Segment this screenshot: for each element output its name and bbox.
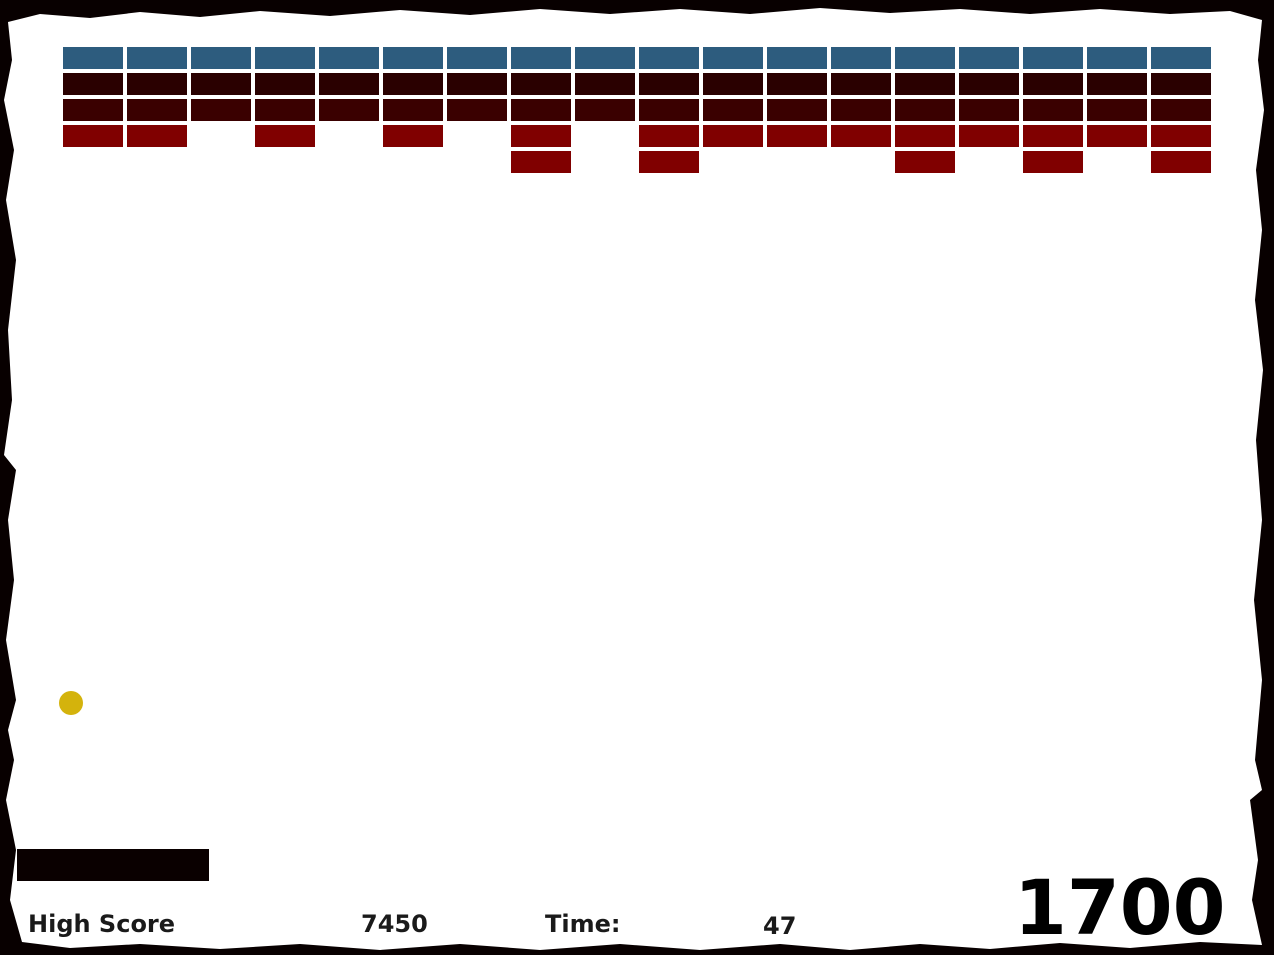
brick — [383, 125, 443, 147]
brick — [63, 125, 123, 147]
brick — [191, 73, 251, 95]
brick — [447, 73, 507, 95]
brick — [959, 47, 1019, 69]
brick — [959, 73, 1019, 95]
brick — [1023, 47, 1083, 69]
brick — [1151, 125, 1211, 147]
brick — [575, 47, 635, 69]
brick — [703, 73, 763, 95]
brick — [255, 125, 315, 147]
brick — [831, 99, 891, 121]
brick — [639, 151, 699, 173]
brick — [1151, 151, 1211, 173]
brick — [447, 99, 507, 121]
brick — [511, 125, 571, 147]
high-score-value: 7450 — [361, 910, 428, 938]
brick — [1087, 73, 1147, 95]
brick — [63, 99, 123, 121]
brick — [319, 47, 379, 69]
brick — [191, 47, 251, 69]
brick — [1023, 99, 1083, 121]
brick — [703, 47, 763, 69]
brick — [895, 151, 955, 173]
brick — [1087, 47, 1147, 69]
brick — [767, 73, 827, 95]
brick — [1151, 73, 1211, 95]
ball — [59, 691, 83, 715]
brick — [511, 151, 571, 173]
brick — [767, 99, 827, 121]
brick — [831, 125, 891, 147]
brick — [383, 73, 443, 95]
brick — [639, 47, 699, 69]
brick — [127, 73, 187, 95]
brick — [895, 99, 955, 121]
paper-background — [4, 8, 1264, 950]
brick — [831, 73, 891, 95]
brick — [639, 125, 699, 147]
brick — [255, 99, 315, 121]
brick — [639, 99, 699, 121]
brick — [127, 99, 187, 121]
brick — [575, 73, 635, 95]
paddle[interactable] — [17, 849, 209, 881]
brick — [1151, 99, 1211, 121]
brick — [127, 47, 187, 69]
brick — [1023, 73, 1083, 95]
brick — [127, 125, 187, 147]
brick — [255, 73, 315, 95]
brick — [703, 125, 763, 147]
brick — [1151, 47, 1211, 69]
brick — [1023, 151, 1083, 173]
time-value: 47 — [763, 912, 797, 940]
brick — [767, 47, 827, 69]
brick — [831, 47, 891, 69]
brick — [319, 73, 379, 95]
brick — [959, 99, 1019, 121]
brick — [447, 47, 507, 69]
brick — [767, 125, 827, 147]
current-score: 1700 — [1014, 863, 1226, 952]
brick — [255, 47, 315, 69]
brick — [703, 99, 763, 121]
brick — [511, 99, 571, 121]
brick — [191, 99, 251, 121]
brick — [319, 99, 379, 121]
brick — [895, 125, 955, 147]
brick — [959, 125, 1019, 147]
brick — [1087, 99, 1147, 121]
time-label: Time: — [545, 910, 621, 938]
brick — [63, 47, 123, 69]
brick — [1023, 125, 1083, 147]
brick — [895, 47, 955, 69]
brick — [383, 99, 443, 121]
brick — [895, 73, 955, 95]
brick — [511, 47, 571, 69]
brick — [383, 47, 443, 69]
brick — [639, 73, 699, 95]
brick — [63, 73, 123, 95]
brick — [511, 73, 571, 95]
brick — [1087, 125, 1147, 147]
high-score-label: High Score — [28, 910, 176, 938]
brick — [575, 99, 635, 121]
